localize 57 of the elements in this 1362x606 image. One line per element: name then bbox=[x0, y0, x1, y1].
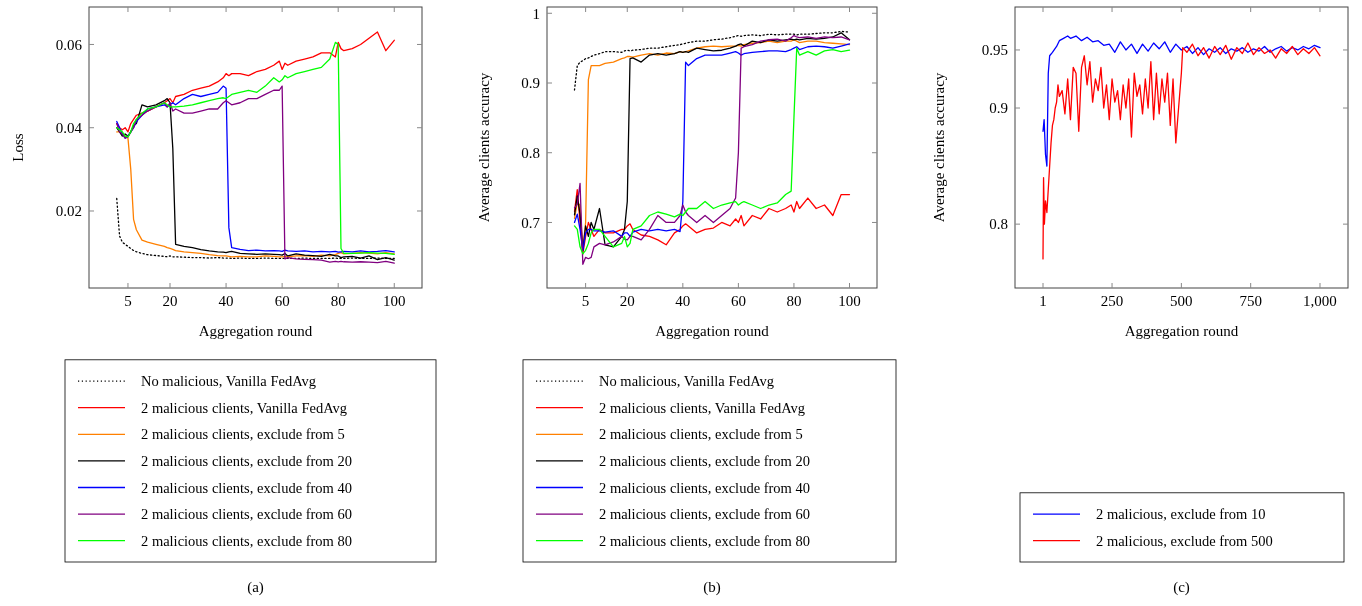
line-series bbox=[1042, 42, 1321, 260]
y-tick-label: 0.7 bbox=[521, 214, 541, 231]
y-axis-title: Loss bbox=[10, 133, 27, 162]
x-tick-label: 100 bbox=[383, 293, 406, 309]
legend-label: 2 malicious clients, exclude from 60 bbox=[599, 506, 811, 523]
legend-label: 2 malicious clients, exclude from 80 bbox=[141, 532, 353, 549]
y-tick-label: 1 bbox=[532, 5, 540, 22]
legend-label: No malicious, Vanilla FedAvg bbox=[141, 373, 317, 390]
y-tick-label: 0.8 bbox=[521, 144, 540, 161]
x-tick-label: 80 bbox=[330, 293, 346, 309]
x-axis-title: Aggregation round bbox=[198, 323, 313, 339]
x-tick-label: 60 bbox=[730, 293, 746, 309]
legend-label: 2 malicious clients, exclude from 5 bbox=[599, 426, 803, 443]
legend-label: No malicious, Vanilla FedAvg bbox=[599, 373, 775, 390]
legend-label: 2 malicious clients, Vanilla FedAvg bbox=[141, 399, 348, 416]
x-tick-label: 750 bbox=[1239, 293, 1262, 309]
x-tick-label: 80 bbox=[786, 293, 802, 309]
line-series bbox=[573, 189, 851, 255]
text: (a) bbox=[247, 579, 264, 596]
text: (b) bbox=[703, 579, 721, 596]
y-tick-label: 0.9 bbox=[521, 75, 540, 92]
y-axis-title: Average clients accuracy bbox=[476, 72, 493, 223]
legend-label: 2 malicious, exclude from 10 bbox=[1096, 506, 1266, 523]
legend-label: 2 malicious clients, exclude from 60 bbox=[141, 506, 353, 523]
legend-label: 2 malicious clients, exclude from 20 bbox=[141, 452, 353, 469]
x-tick-label: 250 bbox=[1100, 293, 1124, 309]
x-axis-title: Aggregation round bbox=[1124, 323, 1239, 339]
x-tick-label: 20 bbox=[619, 293, 635, 309]
x-tick-label: 100 bbox=[838, 293, 861, 309]
legend-label: 2 malicious clients, exclude from 80 bbox=[599, 532, 811, 549]
legend-label: 2 malicious clients, exclude from 5 bbox=[141, 426, 345, 443]
y-axis-title: Average clients accuracy bbox=[931, 72, 948, 223]
y-tick-label: 0.95 bbox=[981, 42, 1008, 59]
y-tick-label: 0.06 bbox=[55, 36, 83, 53]
x-tick-label: 5 bbox=[581, 293, 590, 309]
x-tick-label: 60 bbox=[274, 293, 290, 309]
x-tick-label: 40 bbox=[675, 293, 691, 309]
legend-label: 2 malicious clients, exclude from 40 bbox=[141, 479, 353, 496]
y-tick-label: 0.02 bbox=[55, 203, 82, 220]
x-tick-label: 40 bbox=[218, 293, 234, 309]
x-tick-label: 20 bbox=[162, 293, 178, 309]
x-tick-label: 500 bbox=[1170, 293, 1193, 309]
line-series bbox=[116, 41, 395, 255]
x-axis-title: Aggregation round bbox=[655, 323, 770, 339]
x-tick-label: 1 bbox=[1039, 293, 1047, 309]
line-series bbox=[1042, 35, 1321, 167]
y-tick-label: 0.8 bbox=[989, 216, 1008, 233]
legend-label: 2 malicious clients, exclude from 20 bbox=[599, 452, 811, 469]
x-tick-label: 5 bbox=[124, 293, 132, 309]
legend-label: 2 malicious clients, Vanilla FedAvg bbox=[599, 399, 806, 416]
legend-label: 2 malicious clients, exclude from 40 bbox=[599, 479, 811, 496]
legend-label: 2 malicious, exclude from 500 bbox=[1096, 532, 1273, 549]
x-tick-label: 1,000 bbox=[1303, 293, 1337, 309]
y-tick-label: 0.9 bbox=[989, 100, 1008, 117]
text: (c) bbox=[1173, 579, 1190, 596]
y-tick-label: 0.04 bbox=[55, 119, 83, 136]
line-series bbox=[116, 131, 395, 258]
